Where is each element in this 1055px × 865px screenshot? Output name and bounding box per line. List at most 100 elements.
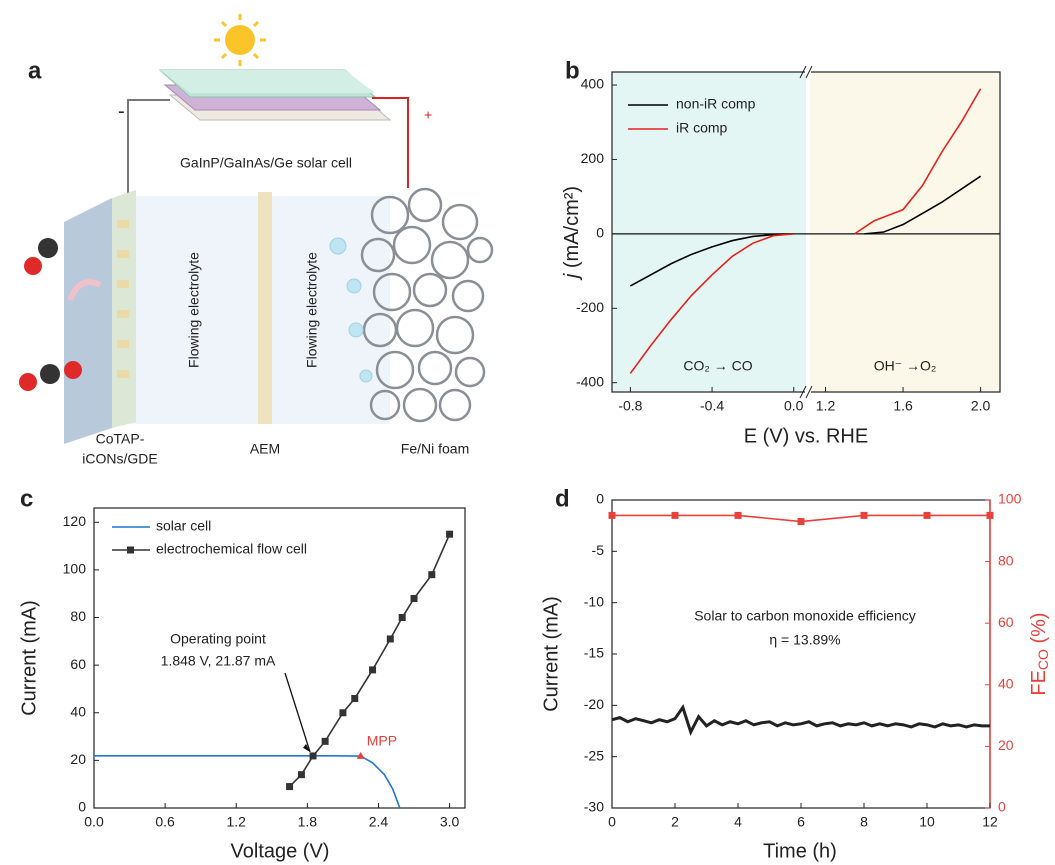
annotation: CO₂ → CO	[683, 358, 752, 374]
mpp-marker	[356, 751, 365, 759]
y-tick-label: 0	[998, 799, 1006, 815]
annotation: OH⁻ →O₂	[874, 358, 937, 374]
plot-frame	[93, 507, 466, 809]
data-line	[94, 755, 401, 809]
solar-cell	[158, 69, 392, 121]
x-tick-label: 2.4	[369, 814, 389, 830]
y-axis-label: j (mA/cm²)	[561, 186, 583, 281]
wires	[127, 97, 409, 196]
y-tick-label: 200	[581, 150, 605, 166]
x-tick-label: 0.0	[84, 814, 104, 830]
data-line	[629, 233, 794, 287]
electrolyte-label: Flowing electrolyte	[186, 252, 202, 368]
y-tick-label: 100	[998, 491, 1022, 507]
y-tick-label: -25	[584, 747, 604, 763]
x-tick-label: 12	[982, 814, 998, 830]
data-line	[289, 533, 451, 788]
panel-label: c	[20, 485, 33, 512]
cell-body	[64, 190, 390, 444]
y-tick-label: -20	[584, 696, 604, 712]
y-tick-label: -10	[584, 593, 604, 609]
legend-label: solar cell	[156, 518, 211, 534]
y2-axis-main: FE	[1028, 670, 1050, 696]
data-point	[321, 737, 329, 745]
data-point	[339, 709, 347, 717]
data-point	[671, 511, 679, 519]
data-point	[398, 614, 406, 622]
y-tick-label: -30	[584, 799, 604, 815]
minus-label: -	[118, 100, 125, 122]
x-tick-label: 1.8	[298, 814, 318, 830]
segment-background	[612, 72, 806, 392]
y2-axis-label: FECO (%)	[1028, 612, 1050, 695]
x-tick-label: 0	[608, 814, 616, 830]
bubbles	[329, 237, 373, 383]
y-tick-label: 80	[70, 608, 86, 624]
y-tick-label: 40	[998, 676, 1014, 692]
data-point	[369, 666, 377, 674]
data-point	[410, 594, 418, 602]
x-tick-label: 10	[919, 814, 935, 830]
axis-break	[805, 66, 811, 78]
x-tick-label: -0.4	[700, 398, 724, 414]
x-tick-label: 1.2	[816, 398, 836, 414]
panel-label: d	[555, 485, 570, 512]
y2-axis-unit: (%)	[1028, 612, 1050, 649]
y-tick-label: 400	[581, 76, 605, 92]
y-tick-label: 60	[998, 614, 1014, 630]
x-tick-label: 0.6	[155, 814, 175, 830]
y2-axis-sub: CO	[1035, 649, 1051, 670]
y-tick-label: 0	[596, 491, 604, 507]
y-axis-label: Current (mA)	[18, 600, 40, 716]
panel-label: a	[28, 57, 42, 84]
x-tick-label: 2	[671, 814, 679, 830]
y-tick-label: 20	[998, 737, 1014, 753]
annotation: Operating point	[170, 631, 266, 647]
data-line	[611, 704, 990, 736]
electrolyte-label: Flowing electrolyte	[304, 252, 320, 368]
x-tick-label: 6	[797, 814, 805, 830]
y-tick-label: -200	[576, 299, 604, 315]
x-tick-label: 1.2	[227, 814, 247, 830]
molecules	[19, 238, 102, 391]
x-tick-label: 3.0	[440, 814, 460, 830]
data-point	[860, 511, 868, 519]
data-point	[428, 571, 436, 579]
plus-label: +	[424, 107, 432, 123]
y-tick-label: 40	[70, 703, 86, 719]
data-point	[309, 752, 317, 760]
sun	[214, 14, 266, 66]
mpp-label: MPP	[367, 733, 397, 749]
data-line	[864, 175, 982, 235]
y-tick-label: 80	[998, 552, 1014, 568]
data-line	[629, 233, 794, 374]
y-tick-label: 20	[70, 751, 86, 767]
y-tick-label: 0	[78, 799, 86, 815]
data-point	[386, 635, 394, 643]
data-line	[854, 88, 982, 235]
legend-label: iR comp	[676, 120, 728, 136]
legend-marker	[127, 546, 134, 554]
data-point	[351, 694, 359, 702]
x-axis-label: E (V) vs. RHE	[744, 425, 868, 447]
axis-break	[805, 386, 811, 398]
segment-background	[810, 72, 1000, 392]
membrane-label: AEM	[250, 441, 280, 457]
y-tick-label: -15	[584, 645, 604, 661]
y-tick-label: -400	[576, 373, 604, 389]
y-axis-unit: (mA/cm²)	[561, 186, 583, 274]
x-tick-label: 8	[860, 814, 868, 830]
solar-cell-label: GaInP/GaInAs/Ge solar cell	[180, 155, 352, 171]
data-point	[797, 518, 805, 526]
legend-label: non-iR comp	[676, 96, 756, 112]
annotation: η = 13.89%	[769, 632, 840, 648]
y-tick-label: 60	[70, 656, 86, 672]
y-tick-label: -5	[592, 542, 605, 558]
y-tick-label: 0	[596, 225, 604, 241]
x-tick-label: -0.8	[618, 398, 642, 414]
data-point	[286, 783, 294, 791]
y-tick-label: 100	[63, 561, 87, 577]
data-point	[986, 511, 994, 519]
x-tick-label: 2.0	[971, 398, 991, 414]
